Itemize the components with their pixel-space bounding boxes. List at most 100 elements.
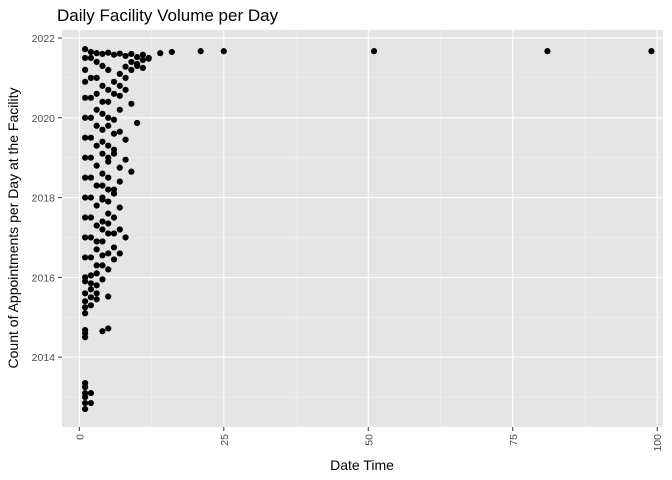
data-point [93,142,100,149]
data-point [116,226,123,233]
data-point [105,154,112,161]
data-point [116,50,123,57]
data-point [110,146,118,153]
data-point [93,222,100,229]
y-axis: 2014 2016 2018 2020 2022 [32,33,62,364]
data-point [82,298,89,305]
data-point [87,389,94,397]
data-point [128,50,135,58]
data-point [87,294,94,301]
data-point [99,138,106,145]
x-axis: 0 25 50 75 100 [74,427,664,452]
data-point [116,128,123,135]
data-points [82,46,655,413]
data-point [82,174,89,181]
data-point [93,90,100,97]
data-point [82,274,89,281]
data-point [105,198,112,205]
data-point [105,325,112,332]
data-point [99,262,106,269]
data-point [105,66,112,73]
data-point [93,202,100,209]
data-point [99,50,106,58]
data-point [93,270,100,277]
data-point [87,399,94,407]
data-point [105,114,112,121]
data-point [105,49,112,56]
data-point [87,114,94,121]
data-point [82,389,89,397]
data-point [197,48,204,55]
y-tick-label: 2016 [32,272,56,284]
data-point [116,70,123,77]
data-point [87,254,94,261]
chart-title: Daily Facility Volume per Day [57,6,279,25]
y-tick-label: 2014 [32,352,56,364]
data-point [110,186,118,193]
data-point [87,74,94,81]
data-point [157,50,164,57]
y-tick-label: 2020 [32,113,56,125]
data-point [99,126,106,133]
data-point [105,230,112,237]
data-point [116,106,123,113]
data-point [99,62,106,70]
data-point [134,119,141,127]
data-point [87,280,94,287]
y-axis-title: Count of Appointments per Day at the Fac… [5,88,21,369]
data-point [116,164,123,171]
y-tick-label: 2018 [32,193,56,205]
data-point [93,106,100,113]
data-point [116,250,123,257]
data-point [122,136,129,143]
y-tick-label: 2022 [32,33,56,45]
data-point [99,194,106,201]
data-point [82,405,89,413]
data-point [82,326,89,334]
data-point [87,174,94,181]
data-point [93,74,100,81]
x-tick-label: 25 [219,434,231,446]
data-point [110,244,118,251]
data-point [87,134,94,141]
data-point [220,48,227,55]
data-point [110,78,118,85]
data-point [82,304,89,311]
data-point [82,399,89,407]
data-point [122,52,129,60]
data-point [82,66,89,73]
data-point [99,328,106,335]
data-point [139,51,147,58]
data-point [87,234,94,241]
data-point [122,234,129,241]
data-point [93,122,100,129]
data-point [122,86,129,93]
data-point [116,204,123,211]
data-point [99,238,106,245]
data-point [82,94,89,101]
data-point [99,82,106,89]
x-tick-label: 0 [74,434,86,440]
data-point [93,246,100,253]
data-point [82,114,89,121]
data-point [93,262,100,269]
data-point [82,78,89,85]
data-point [648,48,655,55]
data-point [99,226,106,233]
data-point [99,252,106,259]
data-point [82,380,89,387]
data-point [105,210,112,217]
data-point [82,46,89,53]
data-point [82,214,89,221]
data-point [105,174,112,181]
data-point [105,250,112,257]
x-tick-label: 75 [508,434,520,446]
data-point [99,182,106,189]
data-point [116,82,123,89]
data-point [139,64,147,72]
grid-minor [62,30,663,427]
data-point [105,98,112,105]
data-point [82,254,89,261]
data-point [99,110,106,117]
